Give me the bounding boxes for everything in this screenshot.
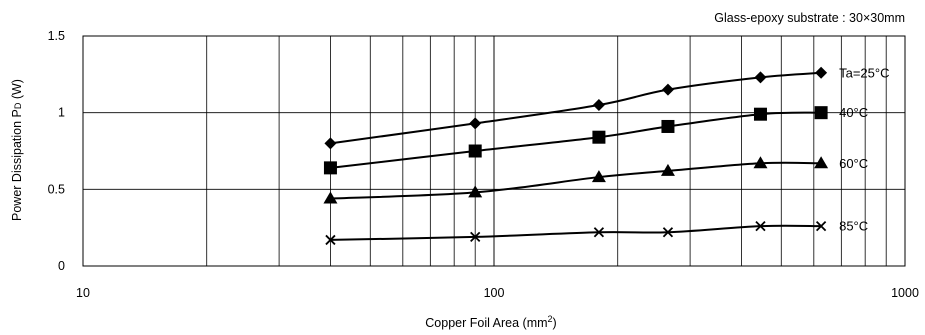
triangle-marker [323, 191, 338, 204]
triangle-marker [468, 185, 483, 198]
x-marker [593, 227, 605, 238]
x-marker [662, 227, 674, 238]
x-tick-label: 1000 [891, 286, 919, 300]
x-marker [325, 234, 336, 246]
square-marker [814, 106, 828, 120]
series-label: Ta=25°C [839, 65, 889, 80]
x-marker [755, 220, 766, 232]
series-line [330, 161, 822, 200]
diamond-marker [469, 117, 482, 130]
diamond-marker [754, 71, 767, 84]
square-marker [661, 119, 675, 133]
triangle-marker [660, 163, 675, 176]
triangle-marker [591, 170, 606, 183]
x-axis-label: Copper Foil Area (mm2) [425, 314, 556, 330]
series-60c: 60°C [323, 156, 868, 204]
y-tick-label: 0 [58, 259, 65, 273]
plot-frame [82, 35, 906, 267]
x-tick-label: 100 [484, 286, 505, 300]
triangle-marker [814, 156, 829, 169]
series-line [330, 111, 822, 169]
series-label: 85°C [839, 219, 868, 234]
diamond-marker [592, 99, 605, 111]
y-tick-label: 0.5 [48, 182, 65, 196]
y-tick-label: 1.5 [48, 29, 65, 43]
diamond-marker [815, 66, 828, 79]
diamond-marker [661, 83, 674, 96]
x-marker [815, 220, 827, 232]
series-line [330, 71, 822, 145]
series-line [330, 224, 822, 241]
tick-labels: 0 0.5 1 1.5 10 100 1000 [48, 29, 919, 300]
series-85c: 85°C [325, 219, 868, 246]
series-25c: Ta=25°C [324, 65, 889, 150]
substrate-annotation: Glass-epoxy substrate : 30×30mm [714, 11, 905, 25]
y-tick-label: 1 [58, 106, 65, 120]
x-tick-label: 10 [76, 286, 90, 300]
series-layer: Ta=25°C 40°C 60°C 85°C [323, 65, 889, 246]
diamond-marker [324, 137, 337, 150]
square-marker [753, 107, 767, 121]
triangle-marker [753, 156, 768, 169]
series-label: 40°C [839, 105, 868, 120]
y-axis-label: Power Dissipation PD (W) [10, 79, 24, 221]
square-marker [592, 130, 606, 144]
square-marker [468, 144, 482, 158]
series-40c: 40°C [323, 105, 868, 175]
x-marker [470, 231, 481, 243]
grid [83, 36, 905, 266]
square-marker [323, 161, 337, 175]
series-label: 60°C [839, 156, 868, 171]
